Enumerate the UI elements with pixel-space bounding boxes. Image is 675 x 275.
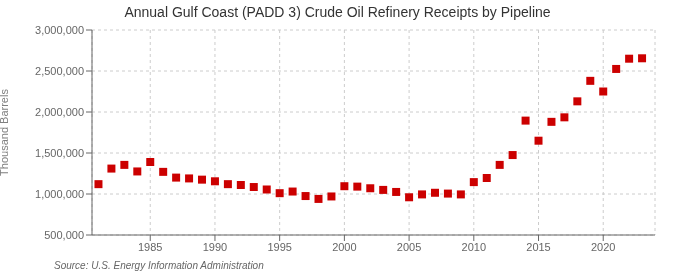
svg-text:2,000,000: 2,000,000 [35,106,84,118]
html-text:Source: U.S. Energy Informatio: Source: U.S. Energy Information Administ… [54,260,264,271]
svg-text:1,000,000: 1,000,000 [35,188,84,200]
svg-text:3,000,000: 3,000,000 [35,24,84,36]
html-text:Annual Gulf Coast (PADD 3) Cru: Annual Gulf Coast (PADD 3) Crude Oil Ref… [124,4,551,20]
svg-text:2010: 2010 [462,241,486,253]
svg-text:1,500,000: 1,500,000 [35,147,84,159]
svg-text:2,500,000: 2,500,000 [35,65,84,77]
svg-text:1990: 1990 [203,241,227,253]
svg-text:2000: 2000 [332,241,356,253]
svg-text:1995: 1995 [267,241,291,253]
svg-text:Thousand Barrels: Thousand Barrels [8,89,10,176]
svg-text:2015: 2015 [526,241,550,253]
svg-text:2020: 2020 [591,241,615,253]
svg-text:2005: 2005 [397,241,421,253]
svg-text:1985: 1985 [138,241,162,253]
svg-text:500,000: 500,000 [44,229,84,241]
